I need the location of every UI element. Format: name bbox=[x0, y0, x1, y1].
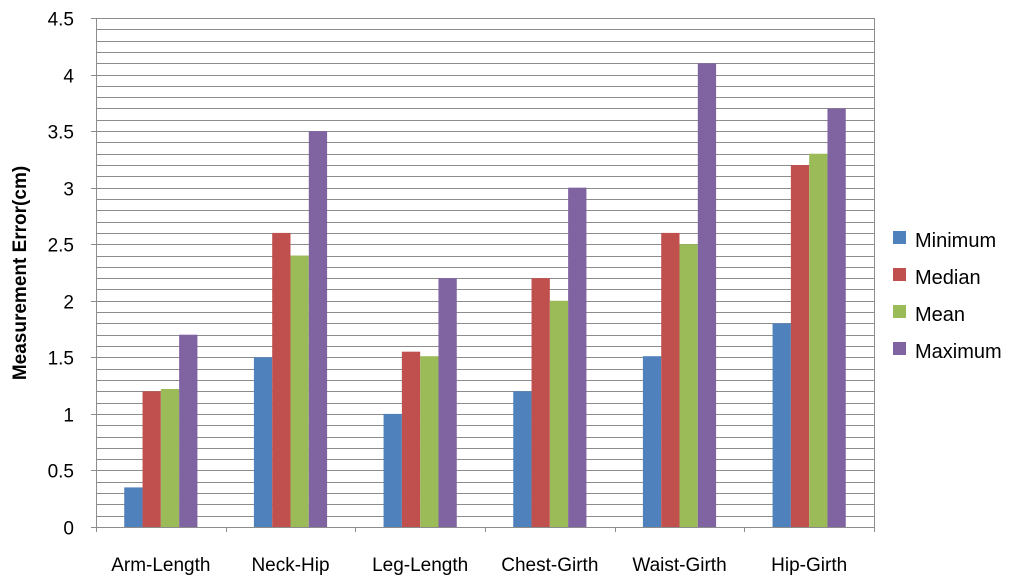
legend-swatch bbox=[893, 231, 906, 244]
bar-mean bbox=[549, 300, 569, 527]
y-tick-label: 2 bbox=[63, 293, 74, 314]
y-axis-title: Measurement Error(cm) bbox=[10, 166, 31, 380]
legend-label: Maximum bbox=[915, 341, 1002, 363]
bars bbox=[124, 63, 846, 528]
bar-minimum bbox=[642, 356, 662, 527]
legend: Minimum Median Mean Maximum bbox=[893, 230, 1002, 363]
x-tick-label: Arm-Length bbox=[111, 555, 210, 576]
bar-maximum bbox=[568, 187, 587, 527]
y-tick-label: 1 bbox=[63, 406, 74, 427]
y-tick-label: 1.5 bbox=[48, 349, 74, 370]
axes bbox=[91, 18, 875, 532]
bar-minimum bbox=[772, 323, 791, 527]
bar-minimum bbox=[253, 357, 273, 527]
bar-mean bbox=[290, 255, 309, 528]
legend-swatch bbox=[893, 305, 906, 318]
y-tick-label: 0.5 bbox=[48, 462, 74, 483]
y-tick-label: 4 bbox=[63, 67, 74, 88]
gridlines bbox=[96, 18, 874, 517]
y-tick-label: 3.5 bbox=[48, 123, 74, 144]
bar-minimum bbox=[383, 413, 402, 527]
bar-minimum bbox=[513, 391, 532, 527]
bar-median bbox=[142, 391, 161, 527]
y-tick-label: 0 bbox=[63, 519, 74, 540]
legend-swatch bbox=[893, 268, 906, 281]
bar-mean bbox=[420, 356, 439, 527]
legend-label: Median bbox=[915, 267, 981, 289]
bar-maximum bbox=[438, 278, 457, 527]
bar-mean bbox=[679, 244, 698, 527]
x-tick-label: Waist-Girth bbox=[632, 555, 726, 576]
bar-median bbox=[531, 278, 550, 527]
legend-swatch bbox=[893, 342, 906, 355]
bar-maximum bbox=[697, 63, 717, 527]
legend-label: Mean bbox=[915, 304, 965, 326]
legend-label: Minimum bbox=[915, 230, 996, 252]
x-tick-label: Chest-Girth bbox=[501, 555, 598, 576]
bar-median bbox=[401, 351, 421, 527]
y-tick-label: 2.5 bbox=[48, 236, 74, 257]
bar-mean bbox=[809, 153, 828, 527]
y-axis-tick-labels: 0 0.5 1 1.5 2 2.5 3 3.5 4 4.5 bbox=[48, 10, 75, 540]
y-tick-label: 4.5 bbox=[48, 10, 74, 31]
bar-maximum bbox=[827, 108, 846, 527]
bar-maximum bbox=[308, 131, 328, 527]
y-tick-label: 3 bbox=[63, 180, 74, 201]
x-tick-label: Leg-Length bbox=[372, 555, 468, 576]
bar-mean bbox=[160, 389, 180, 527]
bar-minimum bbox=[124, 487, 143, 527]
x-axis-category-labels: Arm-Length Neck-Hip Leg-Length Chest-Girth W… bbox=[111, 555, 847, 576]
bar-maximum bbox=[179, 334, 198, 527]
bar-median bbox=[661, 232, 680, 527]
bar-median bbox=[790, 165, 810, 528]
x-tick-label: Neck-Hip bbox=[251, 555, 329, 576]
x-tick-label: Hip-Girth bbox=[771, 555, 847, 576]
bar-median bbox=[272, 232, 291, 527]
